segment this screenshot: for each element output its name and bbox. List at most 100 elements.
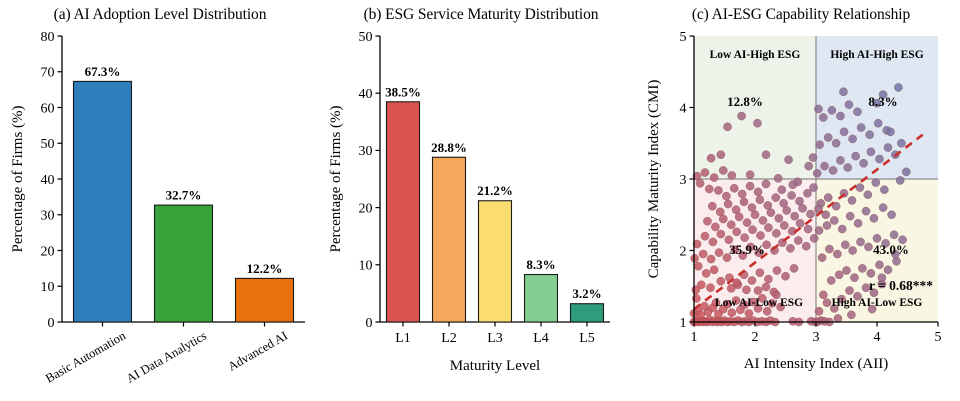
scatter-point [692,171,702,181]
scatter-point [812,169,822,178]
scatter-point [830,216,839,225]
scatter-point [711,298,721,307]
scatter-point [809,183,818,192]
scatter-point [872,98,882,108]
bar [569,303,605,323]
scatter-point [855,183,865,192]
scatter-point [891,249,900,259]
scatter-point [845,286,854,295]
y-axis-tick-label: 5 [680,30,687,45]
scatter-point [895,176,905,185]
y-axis-title: Percentage of Firms (%) [10,105,26,252]
scatter-point [706,283,715,292]
bar-value-label: 3.2% [572,286,601,301]
scatter-point [769,287,779,297]
scatter-point [761,282,771,292]
x-axis-category-label: Advanced AI [226,328,290,373]
scatter-point [719,166,728,175]
y-axis-tick-label: 0 [48,316,55,331]
scatter-point [806,209,815,219]
scatter-point [828,166,838,175]
scatter-point [719,214,728,224]
scatter-point [714,248,724,257]
quadrant-low-ai-high-esg [694,36,816,179]
scatter-point [798,204,807,213]
scatter-point [732,227,741,237]
scatter-point [696,310,705,320]
scatter-point [779,199,788,208]
bar [234,277,295,323]
scatter-point [790,211,799,221]
scatter-point [697,280,706,290]
scatter-point [773,174,783,183]
scatter-point [734,212,744,222]
y-axis-tick-label: 50 [359,30,373,45]
y-axis-title: Percentage of Firms (%) [328,105,344,252]
scatter-point [861,283,871,292]
scatter-point [706,254,716,264]
scatter-point [758,294,767,303]
scatter-point [861,206,871,216]
y-axis-tick-label: 40 [41,173,55,188]
scatter-point [762,306,772,316]
scatter-point [700,168,710,177]
scatter-point [761,150,771,159]
scatter-point [804,161,813,171]
scatter-point [761,179,771,189]
scatter-point [825,244,834,254]
scatter-point [788,180,798,189]
scatter-point [745,181,755,191]
scatter-point [887,210,896,220]
x-axis-tick-label: L3 [487,331,503,346]
x-axis-tick-label: 2 [752,330,759,345]
scatter-point [858,264,867,273]
y-axis-tick-label: 3 [680,173,687,188]
scatter-point [853,107,862,117]
scatter-point [767,299,777,308]
scatter-point [750,210,760,220]
quadrant-label-high-ai-high-esg: High AI-High ESG [830,49,923,61]
y-axis-tick-label: 40 [359,87,373,102]
scatter-point [873,118,883,128]
scatter-point [723,199,733,209]
x-axis-tick-label: L2 [441,331,457,346]
bar [431,156,467,323]
x-axis-category-label: AI Data Analytics [124,328,209,385]
scatter-point [700,231,710,241]
y-axis-tick-label: 1 [680,316,687,331]
scatter-point [737,189,747,199]
scatter-point [865,130,874,139]
y-axis-tick-label: 10 [41,280,55,295]
quadrant-pct-high-ai-low-esg: 43.0% [873,242,909,257]
scatter-point [795,219,805,228]
scatter-point [836,111,845,121]
scatter-point [748,225,757,235]
scatter-point [780,221,789,230]
scatter-point [691,285,701,295]
scatter-point [766,208,776,217]
scatter-point [842,266,851,275]
scatter-point [856,123,866,132]
scatter-point [880,185,889,194]
scatter-point [883,265,893,275]
scatter-point [722,191,731,201]
scatter-point [803,189,812,198]
panel-b-plot: 0 10 20 30 40 50 38.5% 28.8% 21.2% 8.3% 3.2% Percen… [328,30,610,374]
scatter-point [844,100,854,109]
scatter-point [703,216,712,226]
panel-c-plot: 1 2 3 4 5 1 2 3 4 5 AI Intensity Index (AII) Capabi… [646,30,942,372]
scatter-point [708,237,718,247]
x-axis-tick-label: 4 [874,330,881,345]
scatter-point [774,214,784,223]
scatter-point [716,150,726,159]
scatter-point [731,205,741,215]
correlation-annotation: r = 0.68*** [869,278,933,293]
x-axis-title: AI Intensity Index (AII) [744,356,889,372]
scatter-point [723,122,732,132]
panel-c-title: (c) AI-ESG Capability Relationship [691,6,911,23]
quadrant-label-high-ai-low-esg: High AI-Low ESG [832,297,923,309]
bar-value-label: 28.8% [431,140,467,155]
scatter-point [708,201,717,211]
scatter-point [764,274,773,284]
scatter-point [850,273,859,282]
